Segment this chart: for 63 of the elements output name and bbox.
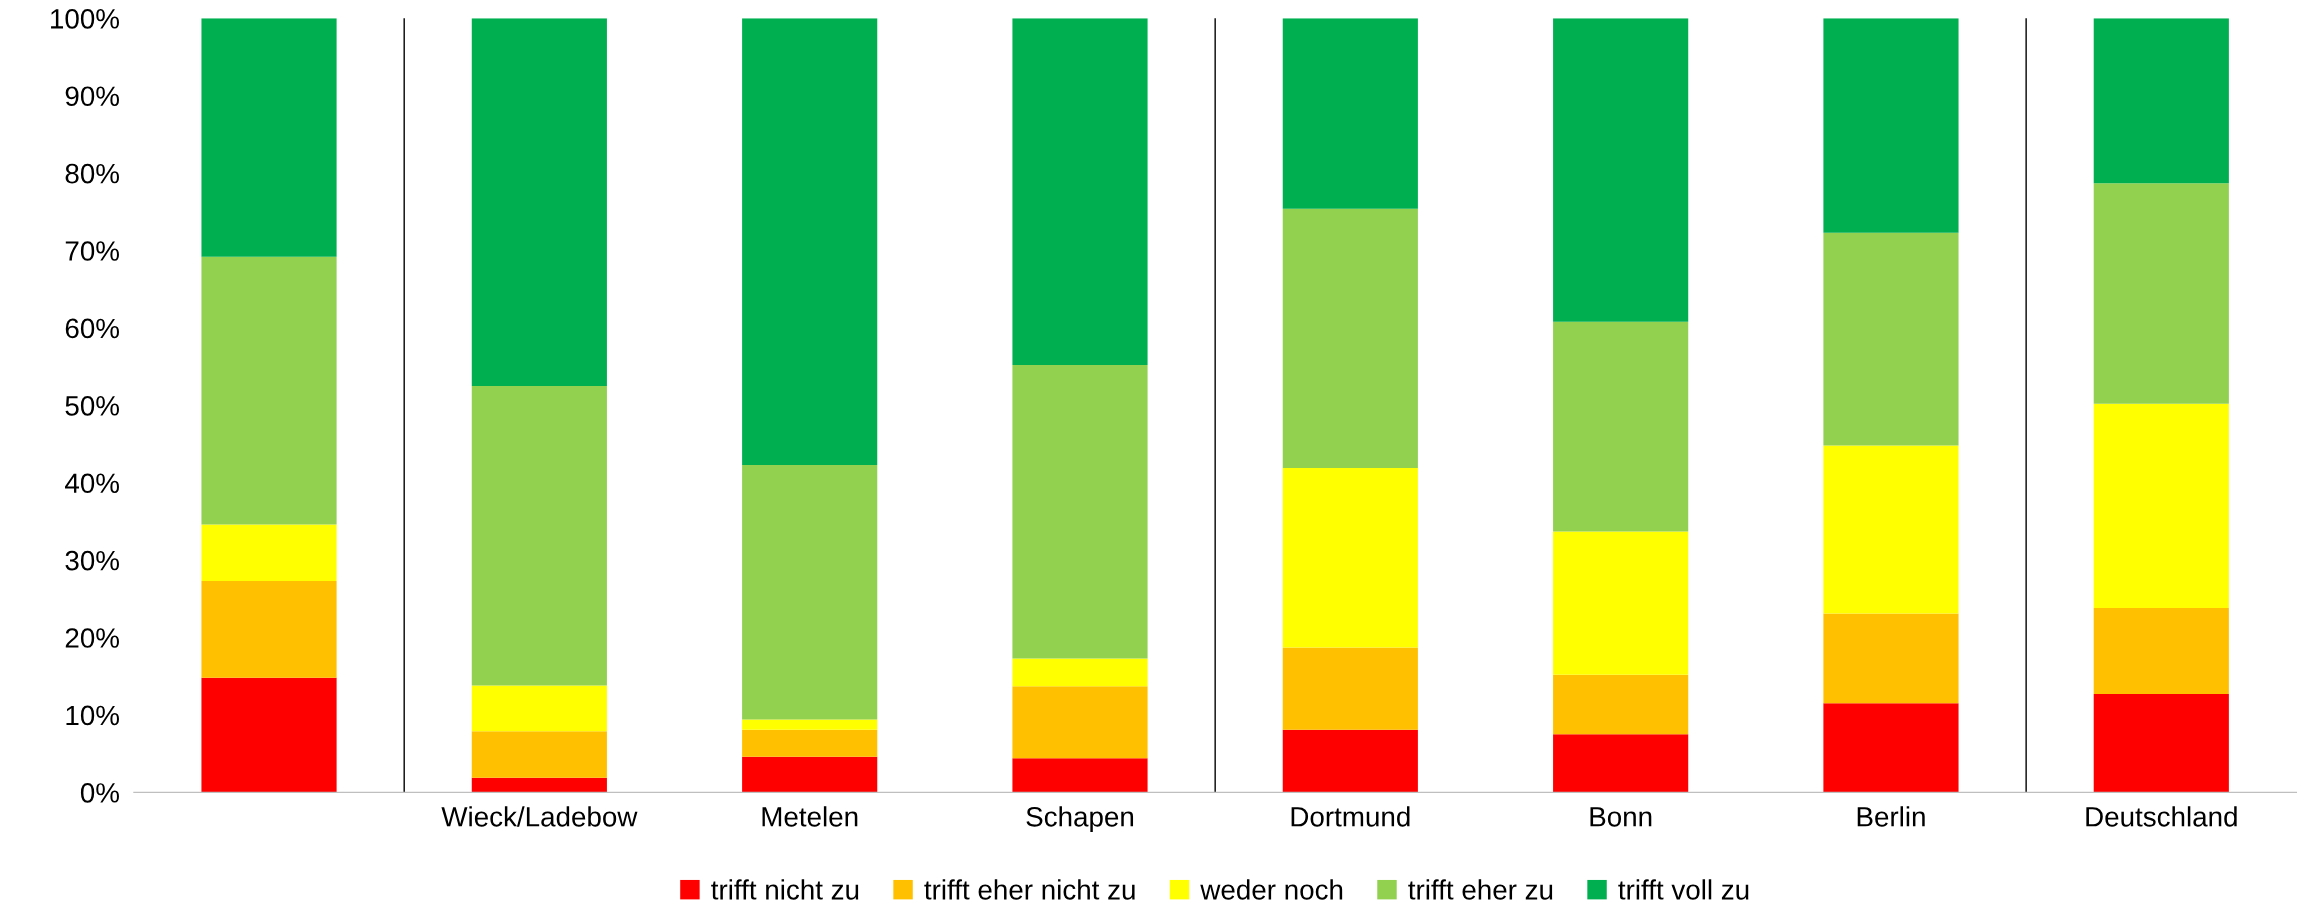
x-tick-label: Schapen [1026,806,1134,833]
bar [742,464,878,720]
y-tick-label: 80% [65,163,119,184]
bar [2093,18,2229,184]
bar [201,677,337,793]
x-tick-label: Deutschland [2086,806,2237,827]
bar [1823,703,1959,793]
bar [742,756,878,793]
x-tick-label: Metelen [762,806,858,827]
bar [1012,658,1148,687]
bar [1553,734,1689,793]
y-tick-label: 40% [65,473,119,494]
bar [1012,686,1148,759]
bar [1553,531,1689,675]
bar [471,385,607,686]
bar [1282,208,1418,469]
bar [742,719,878,730]
bar [1282,647,1418,730]
bar [1282,729,1418,793]
legend-label: trifft eher nicht zu [924,879,1135,900]
bar [471,731,607,778]
bar [1282,18,1418,209]
legend-label: trifft nicht zu [711,879,859,900]
y-tick-label: 60% [65,318,119,339]
bar [1012,18,1148,366]
bar [471,777,607,793]
y-tick-label: 70% [65,241,119,261]
legend-label: trifft eher zu [1408,879,1553,900]
y-tick-label: 20% [65,628,119,648]
bar [1823,18,1959,233]
bar [742,18,878,465]
bar [1012,365,1148,659]
bar [742,729,878,757]
bar [201,18,337,257]
bar [1823,445,1959,614]
bar [471,18,607,386]
bar [1553,321,1689,532]
bar [1553,674,1689,735]
legend-label: weder noch [1200,879,1343,900]
x-tick-label: Bonn [1590,807,1652,827]
bar [201,256,337,525]
bar [1282,468,1418,648]
x-tick-label: Wieck/Ladebow [441,806,638,827]
y-tick-label: 10% [66,705,119,726]
bar [2093,608,2229,695]
x-tick-label: Berlin [1857,806,1925,827]
bar [471,685,607,732]
bar [2093,183,2229,404]
y-tick-label: 90% [65,86,119,107]
bar [2093,403,2229,609]
bar [201,581,337,678]
bar [1823,613,1959,704]
y-tick-label: 100% [51,8,119,29]
y-tick-label: 50% [65,396,119,416]
y-tick-label: 0% [80,783,119,803]
legend-label: trifft voll zu [1618,879,1749,900]
y-tick-label: 30% [65,550,119,571]
x-tick-label: Dortmund [1291,806,1410,827]
bar [2093,694,2229,793]
bar [1553,18,1689,322]
bar [1012,758,1148,793]
bar [1823,232,1959,446]
bar [201,524,337,582]
